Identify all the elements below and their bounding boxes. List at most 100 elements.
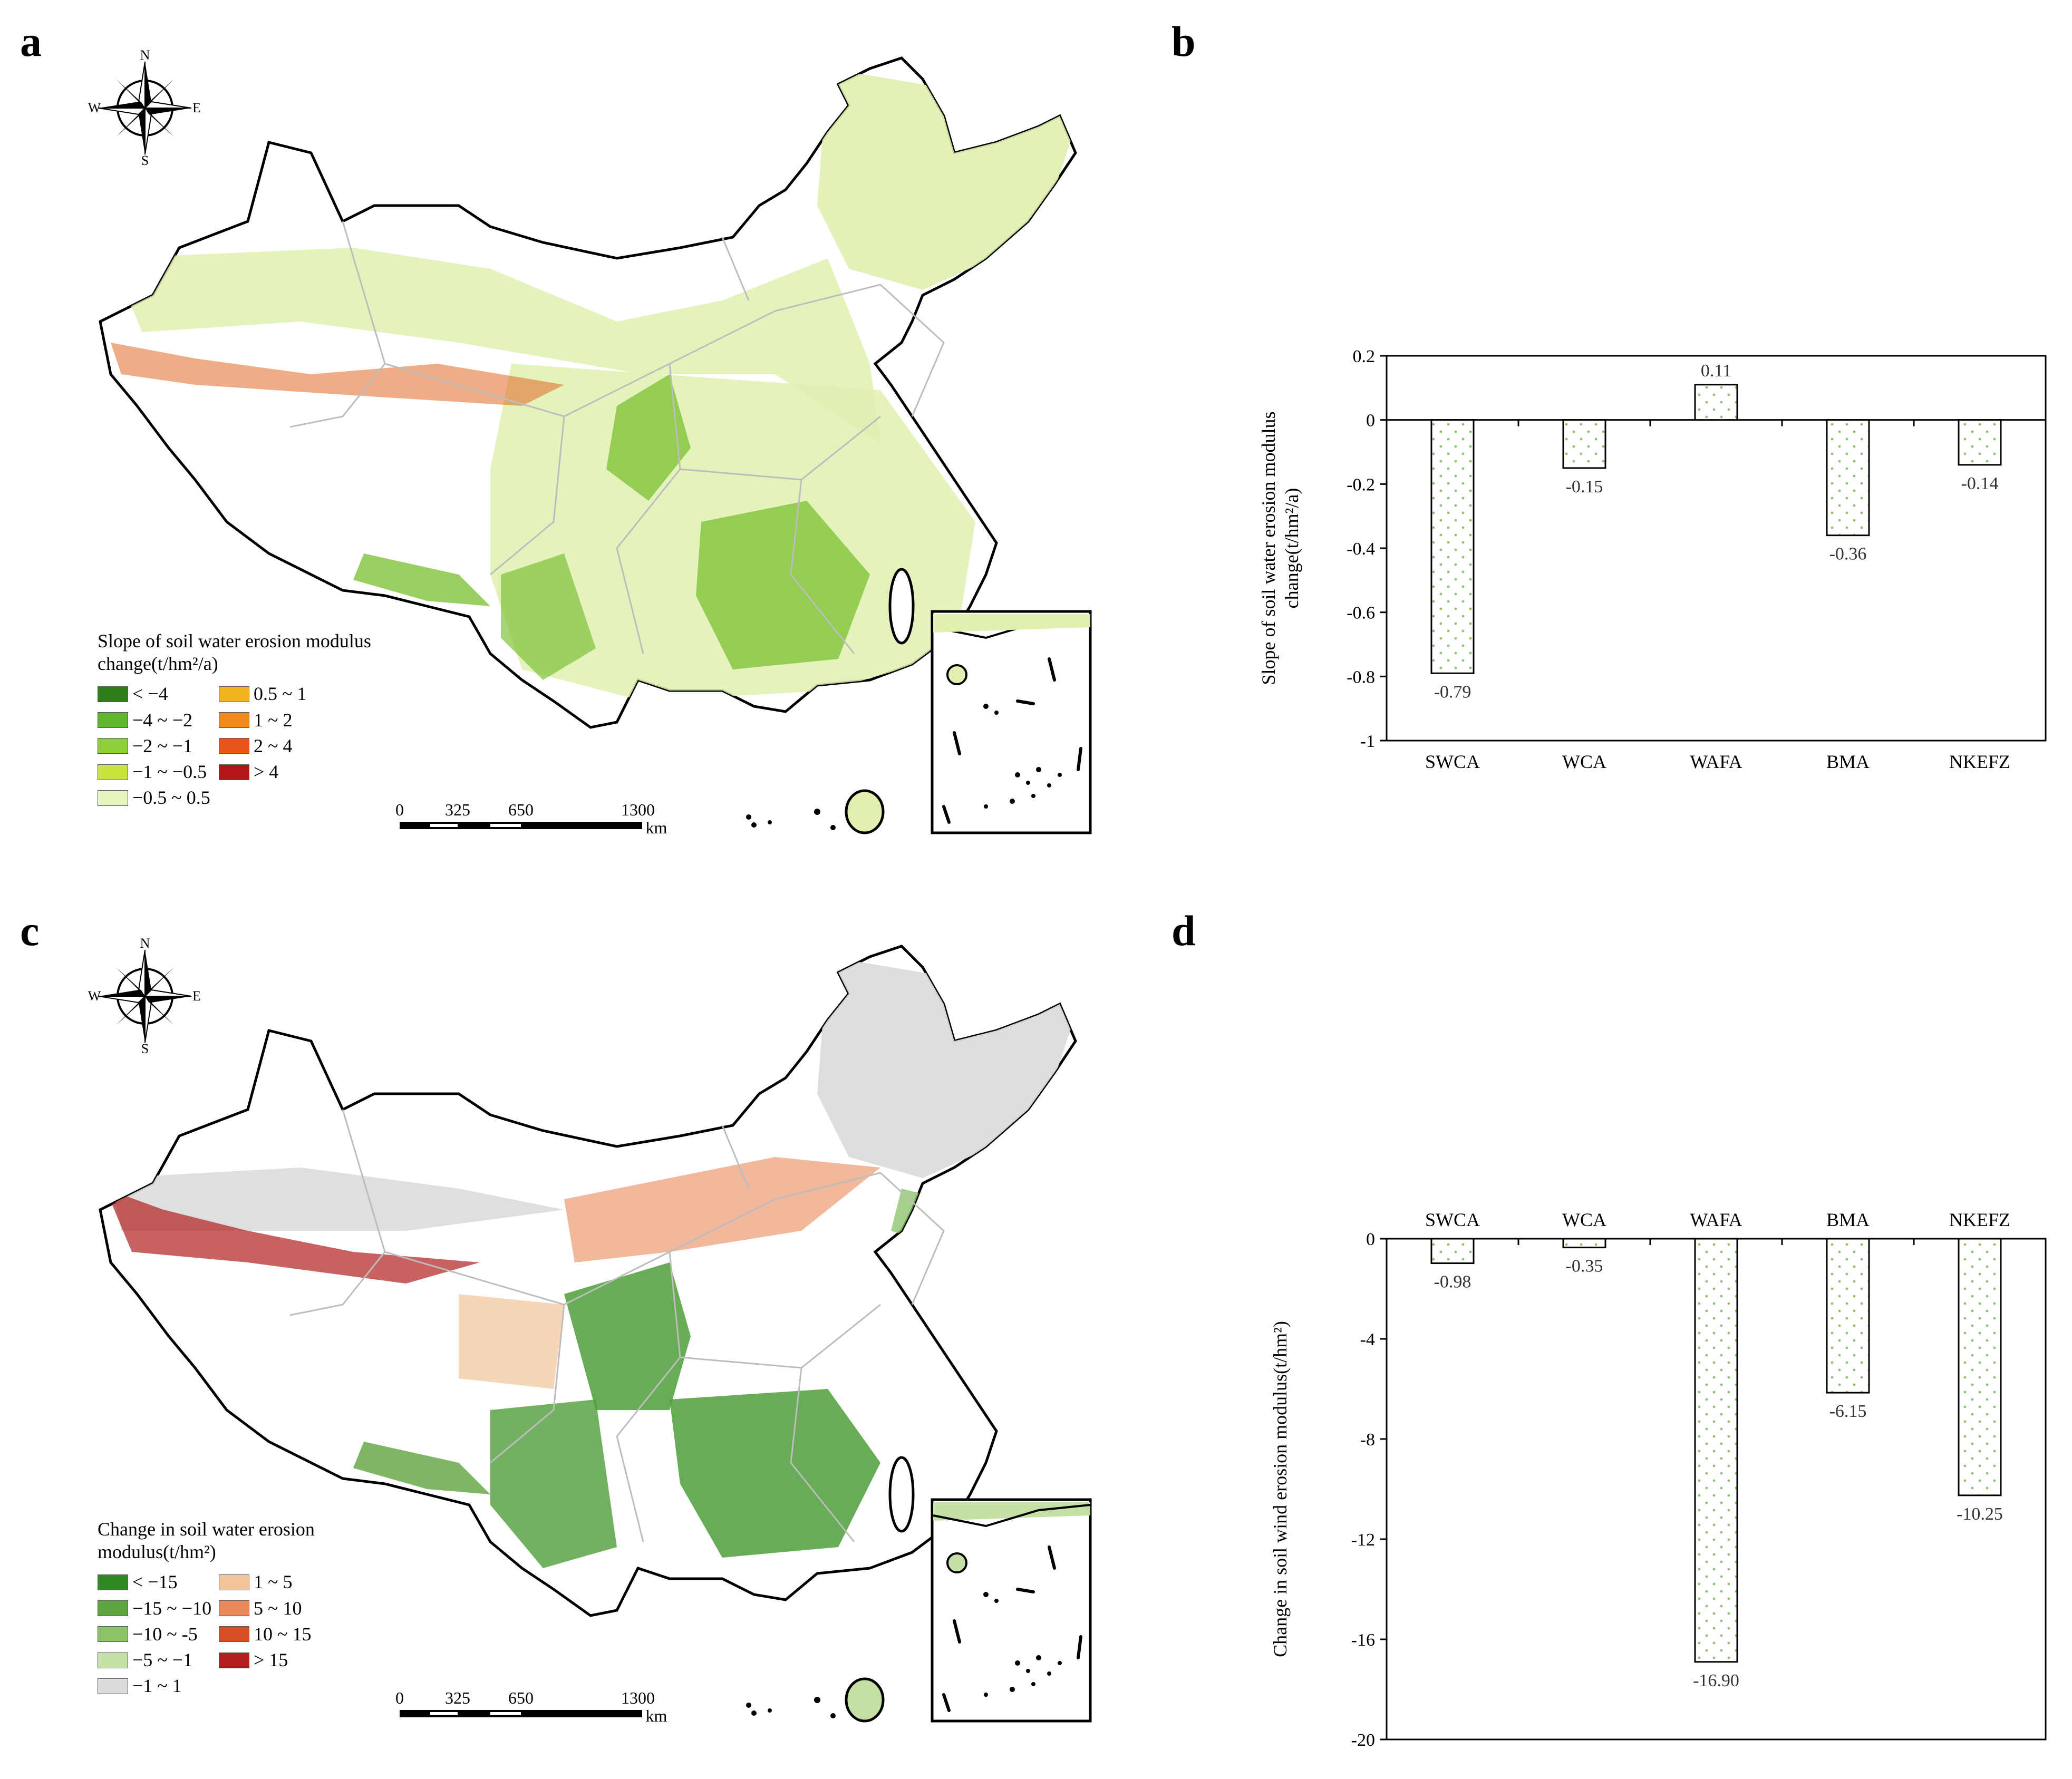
y-axis-title: Slope of soil water erosion modulus chang… [1258,412,1302,685]
category-label-wca: WCA [1562,751,1606,772]
bar-swca [1430,419,1475,674]
map-c-legend-item: −15 ~ −10 [98,1597,219,1620]
taiwan-island-a [888,568,915,645]
scale-a-tick-0: 0 [395,800,404,819]
map-c-legend-label: > 15 [254,1649,288,1670]
y-tick-label: -1 [1360,732,1375,751]
bar-wca [1562,419,1606,469]
y-tick-label: -0.2 [1347,475,1375,494]
bar-bma [1826,1238,1870,1394]
map-a-legend-label: 0.5 ~ 1 [254,683,307,705]
data-label-wca: -0.35 [1566,1257,1603,1276]
y-axis-title-line1: Slope of soil water erosion modulus [1258,412,1279,685]
scale-c-tick-1300: 1300 [621,1688,655,1707]
taiwan-island-c [888,1456,915,1533]
bar-wafa [1694,1238,1738,1663]
map-a [99,56,1092,834]
map-a-legend-swatch [98,764,128,780]
y-tick-label: -12 [1351,1530,1375,1550]
compass-e-label: E [192,988,201,1004]
map-c-legend-item: 5 ~ 10 [219,1597,335,1620]
map-c-legend-item: < −15 [98,1571,219,1593]
data-label-nkefz: -0.14 [1961,474,1999,493]
y-tick-label: 0 [1366,1230,1375,1249]
map-c-legend-item: > 15 [219,1649,335,1671]
map-a-legend-item: −4 ~ −2 [98,709,219,732]
legend-a-items: < −4 0.5 ~ 1 −4 ~ −2 1 ~ 2 −2 ~ −1 2 ~ 4 −1 ~ … [98,683,435,809]
bar-chart-b: 0.2 0 -0.2 -0.4 -0.6 -0.8 -1 -0.79 SWCA -0.15 WCA 0… [1258,347,2047,772]
map-a-legend-label: > 4 [254,761,279,782]
map-a-legend-label: 2 ~ 4 [254,735,293,756]
map-c-legend-label: −1 ~ 1 [132,1675,182,1697]
legend-c-title: Change in soil water erosion modulus(t/h… [98,1519,315,1563]
map-c-legend-swatch [98,1600,128,1617]
map-c-legend-item: 10 ~ 15 [219,1623,335,1646]
map-c-legend-label: −10 ~ -5 [132,1623,198,1645]
map-a-legend-swatch [219,738,249,754]
map-c [99,945,1092,1723]
map-a-legend-label: −0.5 ~ 0.5 [132,787,210,809]
south-china-sea-inset-c [931,1498,1092,1723]
map-c-legend-item: −5 ~ −1 [98,1649,219,1671]
data-label-nkefz: -10.25 [1957,1504,2003,1524]
compass-s-label: S [141,1041,149,1054]
map-a-legend-swatch [98,686,128,702]
map-a-legend-label: −2 ~ −1 [132,735,193,756]
data-label-bma: -0.36 [1829,545,1867,564]
legend-c: Change in soil water erosion modulus(t/h… [98,1518,435,1697]
map-a-legend-swatch [219,712,249,728]
scale-a-tick-1300: 1300 [621,800,655,819]
map-c-legend-label: 5 ~ 10 [254,1597,302,1619]
bar-wafa [1694,384,1738,421]
map-a-legend-label: 1 ~ 2 [254,709,293,731]
category-label-bma: BMA [1826,751,1870,772]
hainan-island-a [845,789,885,834]
y-tick-label: -0.4 [1347,539,1375,559]
map-c-legend-swatch [98,1574,128,1590]
compass-n-label: N [140,938,150,951]
map-a-legend-swatch [98,712,128,728]
map-c-legend-label: −5 ~ −1 [132,1649,193,1670]
y-tick-label: -20 [1351,1731,1375,1750]
y-tick-label: 0 [1366,411,1375,431]
map-c-legend-swatch [219,1600,249,1617]
bar-bma [1826,419,1870,537]
legend-a-title: Slope of soil water erosion modulus chan… [98,630,371,675]
category-label-swca: SWCA [1425,1209,1480,1230]
y-tick-label: -0.6 [1347,604,1375,623]
category-label-wca: WCA [1562,1209,1606,1230]
map-a-legend-item: < −4 [98,683,219,705]
bar-nkefz [1958,419,2002,466]
y-tick-label: 0.2 [1353,347,1376,366]
category-label-bma: BMA [1826,1209,1870,1230]
map-a-legend-swatch [98,790,128,806]
map-a-legend-item: > 4 [219,761,335,783]
legend-c-items: < −15 1 ~ 5 −15 ~ −10 5 ~ 10 −10 ~ -5 10 ~ 15… [98,1571,435,1697]
compass-rose-c: N S W E [88,938,201,1054]
map-a-legend-swatch [98,738,128,754]
map-a-legend-item: 2 ~ 4 [219,735,335,757]
data-label-wafa: -16.90 [1693,1671,1739,1690]
map-a-legend-item: −2 ~ −1 [98,735,219,757]
y-tick-label: -8 [1360,1430,1375,1450]
map-a-legend-item: 1 ~ 2 [219,709,335,732]
map-a-legend-swatch [219,764,249,780]
hainan-island-c [845,1677,885,1723]
map-c-legend-item: 1 ~ 5 [219,1571,335,1593]
y-tick-label: -0.8 [1347,667,1375,687]
scale-a-tick-650: 650 [508,800,534,819]
compass-w-label: W [88,100,101,115]
map-c-legend-swatch [219,1626,249,1642]
scale-a-unit: km [646,818,667,837]
scale-c-unit: km [646,1706,667,1725]
legend-a: Slope of soil water erosion modulus chan… [98,630,435,809]
map-c-legend-swatch [219,1652,249,1668]
panel-label-a: a [20,17,42,65]
map-c-legend-swatch [98,1678,128,1694]
scale-c-tick-325: 325 [445,1688,470,1707]
data-label-bma: -6.15 [1829,1402,1867,1421]
map-c-legend-swatch [219,1574,249,1590]
map-a-legend-label: −1 ~ −0.5 [132,761,207,782]
map-c-legend-label: 1 ~ 5 [254,1571,293,1593]
map-a-legend-item: 0.5 ~ 1 [219,683,335,705]
